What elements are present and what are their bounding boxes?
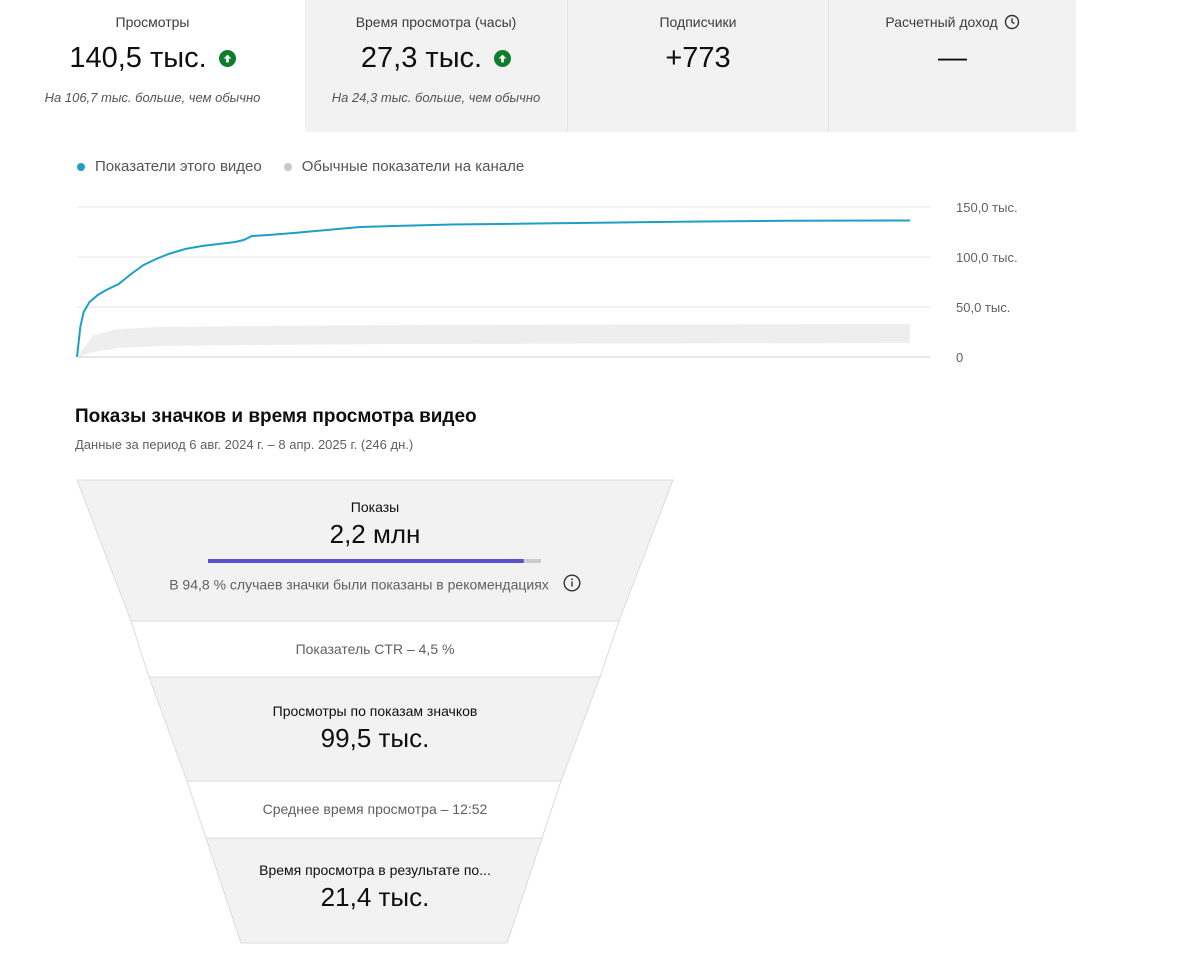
metric-value-text: — <box>938 42 967 74</box>
metric-card-revenue[interactable]: Расчетный доход — <box>828 0 1076 132</box>
views-stage[interactable]: Просмотры по показам значков 99,5 тыс. <box>0 703 750 754</box>
arrow-up-icon <box>494 50 512 67</box>
section-subtitle: Данные за период 6 авг. 2024 г. – 8 апр.… <box>75 437 414 452</box>
metric-label: Просмотры <box>115 14 190 30</box>
y-tick-label: 150,0 тыс. <box>956 200 1018 215</box>
info-icon[interactable] <box>563 574 581 597</box>
metric-card-views[interactable]: Просмотры 140,5 тыс. На 106,7 тыс. больш… <box>0 0 305 132</box>
impressions-progress-fill <box>208 559 524 563</box>
views-label: Просмотры по показам значков <box>272 703 478 719</box>
watch-time-stage[interactable]: Время просмотра в результате по... 21,4 … <box>0 862 750 913</box>
avg-duration-row: Среднее время просмотра – 12:52 <box>0 801 750 819</box>
watch-time-value: 21,4 тыс. <box>320 882 430 912</box>
legend-label: Показатели этого видео <box>95 158 262 175</box>
chart-grid <box>77 206 930 308</box>
metric-card-subscribers[interactable]: Подписчики +773 <box>567 0 828 132</box>
metric-value-text: 140,5 тыс. <box>69 42 207 74</box>
ctr-text: Показатель CTR – 4,5 % <box>295 641 455 657</box>
typical-range-band <box>77 324 910 357</box>
legend-dot-icon <box>77 162 85 171</box>
this-video-line <box>76 219 911 358</box>
impressions-note: В 94,8 % случаев значки были показаны в … <box>169 576 549 593</box>
chart-legend: Показатели этого видео Обычные показател… <box>77 158 524 175</box>
metric-label: Расчетный доход <box>829 14 1076 33</box>
chart-y-ticks: 150,0 тыс. 100,0 тыс. 50,0 тыс. 0 <box>956 200 1018 365</box>
legend-label: Обычные показатели на канале <box>301 158 525 175</box>
arrow-up-icon <box>218 50 236 67</box>
metric-comparison: На 106,7 тыс. больше, чем обычно <box>44 90 261 105</box>
impressions-note-row: В 94,8 % случаев значки были показаны в … <box>0 574 750 597</box>
metric-value: +773 <box>568 42 828 75</box>
watch-time-label: Время просмотра в результате по... <box>259 862 491 878</box>
metric-label-text: Расчетный доход <box>885 14 998 31</box>
funnel-stage-watch-time <box>205 837 543 944</box>
metric-label: Время просмотра (часы) <box>355 14 517 30</box>
impressions-value: 2,2 млн <box>329 519 421 549</box>
y-tick-label: 50,0 тыс. <box>956 300 1010 315</box>
views-value: 99,5 тыс. <box>320 723 430 753</box>
metric-value: 27,3 тыс. <box>305 42 567 75</box>
avg-duration-text: Среднее время просмотра – 12:52 <box>262 801 488 817</box>
metric-value-text: 27,3 тыс. <box>360 42 483 74</box>
metric-card-watch-time[interactable]: Время просмотра (часы) 27,3 тыс. На 24,3… <box>305 0 567 132</box>
y-tick-label: 100,0 тыс. <box>956 250 1018 265</box>
clock-icon <box>1004 14 1020 33</box>
impressions-label: Показы <box>350 499 400 515</box>
metric-value: 140,5 тыс. <box>0 42 305 75</box>
metric-comparison: На 24,3 тыс. больше, чем обычно <box>331 90 541 105</box>
legend-item-typical[interactable]: Обычные показатели на канале <box>283 158 525 175</box>
section-title: Показы значков и время просмотра видео <box>75 406 477 427</box>
views-line-chart[interactable]: 150,0 тыс. 100,0 тыс. 50,0 тыс. 0 <box>0 190 1100 365</box>
legend-dot-icon <box>283 162 292 171</box>
metric-value: — <box>829 42 1076 75</box>
y-tick-label: 0 <box>956 350 963 365</box>
metric-value-text: +773 <box>665 42 731 74</box>
ctr-row: Показатель CTR – 4,5 % <box>0 641 750 659</box>
legend-item-this-video[interactable]: Показатели этого видео <box>77 158 262 175</box>
impressions-stage[interactable]: Показы 2,2 млн <box>0 499 750 550</box>
metric-label: Подписчики <box>659 14 737 30</box>
